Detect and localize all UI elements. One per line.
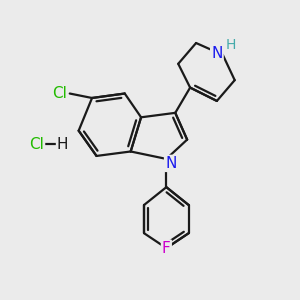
Text: N: N: [211, 46, 223, 61]
Text: H: H: [57, 136, 68, 152]
Text: F: F: [162, 241, 171, 256]
Text: Cl: Cl: [52, 86, 67, 101]
Text: H: H: [226, 38, 236, 52]
Text: Cl: Cl: [30, 136, 44, 152]
Text: N: N: [165, 156, 176, 171]
